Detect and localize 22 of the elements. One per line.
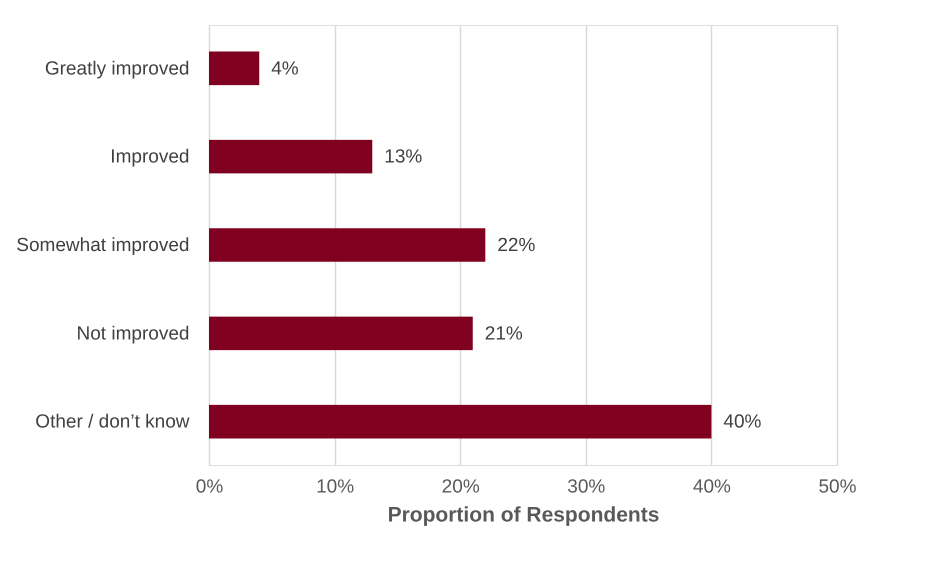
- y-tick-label: Somewhat improved: [16, 235, 190, 256]
- data-label: 13%: [384, 146, 422, 168]
- bar: [209, 140, 372, 174]
- data-label: 4%: [271, 58, 299, 80]
- bar: [209, 316, 473, 350]
- bar: [209, 52, 260, 86]
- y-tick-label: Improved: [110, 146, 190, 168]
- y-tick-label: Not improved: [76, 323, 190, 344]
- x-tick-label: 20%: [442, 476, 480, 498]
- x-axis-title: Proportion of Respondents: [388, 504, 660, 526]
- x-tick-label: 40%: [692, 476, 732, 498]
- data-label: 22%: [497, 235, 536, 256]
- x-tick-label: 50%: [818, 476, 857, 498]
- x-tick-label: 10%: [316, 476, 354, 498]
- data-label: 21%: [484, 323, 523, 344]
- data-label: 40%: [723, 412, 762, 433]
- y-tick-label: Greatly improved: [44, 58, 190, 80]
- x-tick-label: 30%: [567, 476, 606, 498]
- bar: [209, 228, 486, 262]
- x-tick-label: 0%: [196, 476, 224, 498]
- bar: [209, 404, 712, 438]
- y-tick-label: Other / don’t know: [35, 412, 190, 433]
